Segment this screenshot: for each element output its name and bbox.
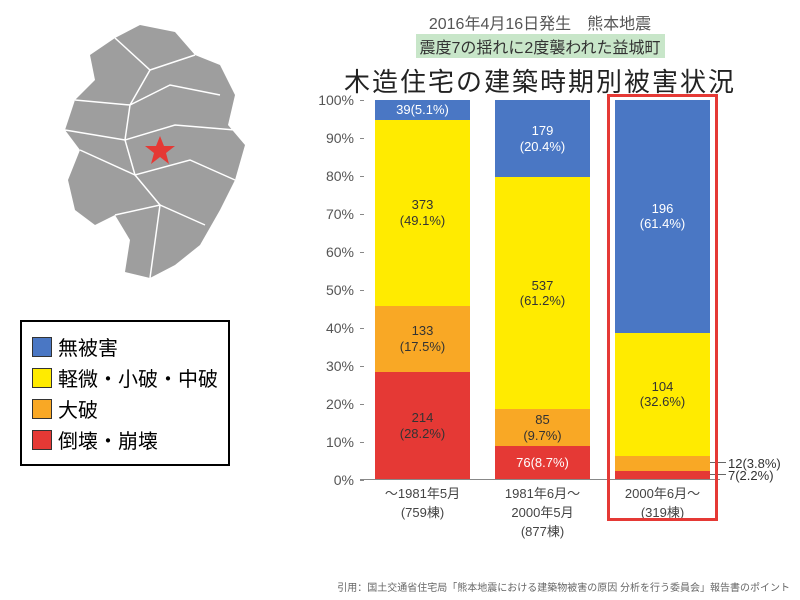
bar-segment-collapse [615,471,710,479]
segment-label: (20.4%) [520,139,566,155]
segment-label: 179 [532,123,554,139]
gridline [360,290,364,291]
kyushu-map [20,10,280,290]
bar-segment-none: 179(20.4%) [495,100,590,177]
legend-item: 倒壊・崩壊 [32,425,218,454]
gridline [360,480,364,481]
legend-item: 大破 [32,394,218,423]
page-title: 木造住宅の建築時期別被害状況 [300,62,780,99]
y-tick: 10% [310,434,354,450]
segment-label: 76(8.7%) [516,455,569,471]
citation: 引用：国土交通省住宅局「熊本地震における建築物被害の原因 分析を行う委員会」報告… [337,579,790,594]
x-label: 2000年6月～(319棟) [625,483,700,521]
segment-label: (49.1%) [400,213,446,229]
segment-label: 214 [412,410,434,426]
segment-label: 85 [535,412,549,428]
segment-label: 373 [412,197,434,213]
legend-swatch [32,368,52,388]
legend-label: 無被害 [58,332,118,361]
legend-swatch [32,430,52,450]
header: 2016年4月16日発生 熊本地震 震度7の揺れに2度襲われた益城町 木造住宅の… [300,10,780,99]
segment-label: 133 [412,323,434,339]
callout-line [710,474,726,475]
legend-swatch [32,399,52,419]
legend-item: 軽微・小破・中破 [32,363,218,392]
y-tick: 0% [310,472,354,488]
segment-label: (61.2%) [520,293,566,309]
segment-label: (61.4%) [640,216,686,232]
y-tick: 20% [310,396,354,412]
segment-label: (32.6%) [640,394,686,410]
y-tick: 30% [310,358,354,374]
legend-item: 無被害 [32,332,218,361]
bar-segment-major [615,456,710,470]
bar-segment-major: 133(17.5%) [375,306,470,372]
legend: 無被害軽微・小破・中破大破倒壊・崩壊 [20,320,230,466]
bar-segment-minor: 537(61.2%) [495,177,590,409]
y-tick: 100% [310,92,354,108]
stacked-bar-chart: 0%10%20%30%40%50%60%70%80%90%100%214(28.… [310,100,780,530]
gridline [360,138,364,139]
y-tick: 90% [310,130,354,146]
subtitle-date: 2016年4月16日発生 熊本地震 [300,10,780,34]
gridline [360,442,364,443]
segment-label: (28.2%) [400,426,446,442]
plot-area: 0%10%20%30%40%50%60%70%80%90%100%214(28.… [360,100,720,480]
bar-segment-none: 39(5.1%) [375,100,470,119]
gridline [360,328,364,329]
gridline [360,404,364,405]
legend-swatch [32,337,52,357]
bar: 76(8.7%)85(9.7%)537(61.2%)179(20.4%)1981… [495,100,590,479]
bar-segment-none: 196(61.4%) [615,100,710,333]
segment-label: 104 [652,379,674,395]
y-tick: 80% [310,168,354,184]
legend-label: 大破 [58,394,98,423]
y-tick: 50% [310,282,354,298]
segment-label: (9.7%) [523,428,561,444]
legend-label: 軽微・小破・中破 [58,363,218,392]
callout-line [710,462,726,463]
segment-label: 39(5.1%) [396,102,449,118]
gridline [360,100,364,101]
segment-label: (17.5%) [400,339,446,355]
gridline [360,252,364,253]
callout-label: 12(3.8%) [728,456,781,471]
gridline [360,214,364,215]
bar-segment-collapse: 76(8.7%) [495,446,590,479]
segment-label: 196 [652,201,674,217]
gridline [360,176,364,177]
bar-segment-minor: 104(32.6%) [615,333,710,457]
bar-segment-major: 85(9.7%) [495,409,590,446]
bar: 214(28.2%)133(17.5%)373(49.1%)39(5.1%)～1… [375,100,470,479]
x-label: 1981年6月～2000年5月(877棟) [505,483,580,540]
bar: 7(2.2%)12(3.8%)104(32.6%)196(61.4%)2000年… [615,100,710,479]
legend-label: 倒壊・崩壊 [58,425,158,454]
bar-segment-collapse: 214(28.2%) [375,372,470,479]
segment-label: 537 [532,278,554,294]
x-label: ～1981年5月(759棟) [385,483,460,521]
subtitle-highlight: 震度7の揺れに2度襲われた益城町 [416,34,665,58]
y-tick: 60% [310,244,354,260]
bar-segment-minor: 373(49.1%) [375,120,470,306]
y-tick: 70% [310,206,354,222]
gridline [360,366,364,367]
y-tick: 40% [310,320,354,336]
